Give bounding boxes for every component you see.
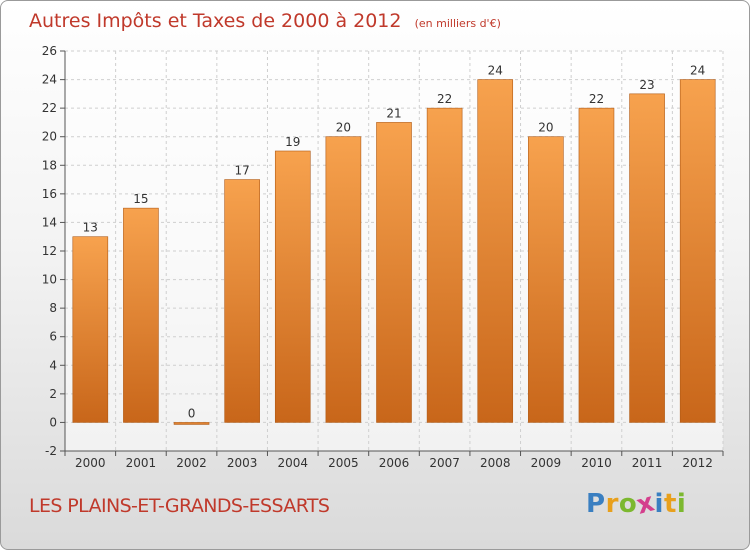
data-label: 22	[589, 92, 604, 106]
x-tick-label: 2000	[75, 456, 106, 470]
y-tick-label: 6	[49, 330, 57, 344]
x-tick-label: 2008	[480, 456, 511, 470]
bar	[325, 136, 362, 423]
logo-letter: i	[676, 489, 687, 519]
y-tick-label: 22	[42, 101, 57, 115]
x-tick-label: 2007	[429, 456, 460, 470]
bar	[578, 107, 615, 423]
data-label: 15	[133, 192, 148, 206]
y-tick-label: 24	[42, 73, 57, 87]
x-tick-label: 2001	[126, 456, 157, 470]
x-tick-label: 2012	[682, 456, 713, 470]
data-label: 21	[386, 106, 401, 120]
data-label: 24	[690, 64, 705, 78]
x-tick-label: 2002	[176, 456, 207, 470]
y-tick-label: 14	[42, 215, 57, 229]
logo-letter: P	[586, 489, 606, 519]
data-label: 22	[437, 92, 452, 106]
bar	[376, 122, 412, 423]
data-label: 24	[488, 64, 503, 78]
data-labels: 13 15 0 17 19 20 21 22 24 20 22 23 24	[83, 64, 706, 421]
logo-letter: o	[618, 489, 638, 519]
y-tick-label: 20	[42, 130, 57, 144]
bar	[224, 179, 260, 423]
bar	[173, 422, 210, 425]
x-tick-label: 2011	[632, 456, 663, 470]
x-tick-label: 2004	[277, 456, 308, 470]
data-label: 23	[639, 78, 654, 92]
bar	[528, 136, 564, 423]
bars	[72, 79, 716, 425]
proxiti-logo: Proxiti	[586, 487, 687, 520]
chart-title: Autres Impôts et Taxes de 2000 à 2012 (e…	[29, 10, 501, 32]
data-label: 13	[83, 221, 98, 235]
y-tick-label: 0	[49, 415, 57, 429]
logo-letter: t	[663, 489, 677, 519]
bar	[629, 93, 665, 423]
y-tick-label: 26	[42, 44, 57, 58]
data-label: 0	[188, 406, 196, 420]
commune-name: LES PLAINS-ET-GRANDS-ESSARTS	[29, 495, 330, 517]
y-tick-label: -2	[45, 444, 57, 458]
bar	[274, 150, 311, 423]
x-tick-label: 2010	[581, 456, 612, 470]
y-tick-label: 12	[42, 244, 57, 258]
y-tick-label: 4	[49, 358, 57, 372]
chart-title-text: Autres Impôts et Taxes de 2000 à 2012	[29, 10, 402, 32]
data-label: 20	[538, 121, 553, 135]
data-label: 20	[336, 121, 351, 135]
bar	[123, 207, 159, 423]
y-tick-label: 8	[49, 301, 57, 315]
logo-letter: i	[654, 489, 664, 519]
y-tick-label: 18	[42, 158, 57, 172]
y-tick-label: 10	[42, 273, 57, 287]
y-tick-label: 16	[42, 187, 57, 201]
data-label: 17	[235, 164, 250, 178]
x-tick-label: 2009	[531, 456, 562, 470]
bar	[426, 107, 463, 423]
bar	[679, 79, 716, 423]
x-tick-label: 2006	[379, 456, 410, 470]
bar	[477, 79, 514, 423]
logo-letter: r	[605, 489, 619, 519]
x-tick-label: 2003	[227, 456, 258, 470]
data-label: 19	[285, 135, 300, 149]
bar	[72, 236, 109, 423]
x-tick-label: 2005	[328, 456, 359, 470]
chart-unit-text: (en milliers d'€)	[415, 17, 501, 30]
y-tick-label: 2	[49, 387, 57, 401]
